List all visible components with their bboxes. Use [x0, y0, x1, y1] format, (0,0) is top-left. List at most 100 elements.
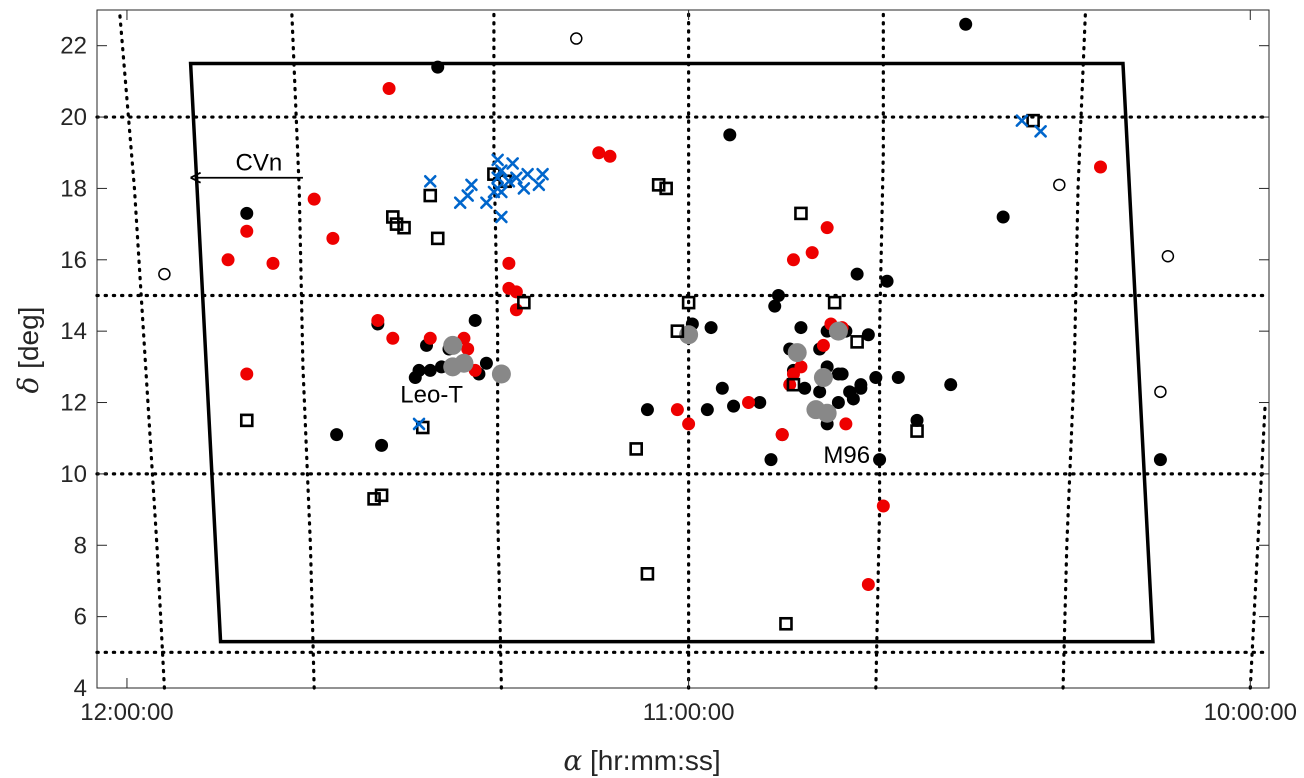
y-tick-label: 14: [60, 318, 87, 345]
y-tick-label: 6: [74, 604, 87, 631]
data-point-circle: [727, 399, 741, 413]
data-point-circle: [813, 385, 827, 399]
data-point-circle: [240, 206, 254, 220]
x-tick-label: 10:00:00: [1204, 699, 1297, 726]
data-point-x: [532, 178, 546, 192]
data-point-x: [495, 210, 508, 224]
data-point-circle: [768, 299, 782, 313]
data-point-circle: [386, 331, 400, 345]
y-axis: 4 6 8 10 12 14 16 18 20 22: [60, 33, 1269, 702]
data-point-x: [1015, 114, 1029, 127]
data-point-circle: [1153, 453, 1167, 467]
data-point-circle: [723, 128, 737, 142]
data-point-circle: [854, 381, 868, 395]
ra-grid-line: [492, 8, 503, 690]
data-point-circle: [704, 321, 718, 335]
data-point-circle: [330, 428, 344, 442]
data-points: [158, 17, 1175, 631]
data-point-circle: [326, 231, 340, 245]
y-axis-symbol: δ: [12, 377, 45, 394]
ra-grid-line: [290, 8, 316, 690]
ra-grid-line: [874, 8, 885, 690]
data-point-square: [651, 178, 666, 192]
plot-area: CVn Leo-T M96: [95, 8, 1271, 690]
data-point-circle: [861, 328, 875, 342]
data-point-circle: [775, 428, 789, 442]
data-point-square: [910, 424, 924, 438]
data-point-x: [502, 174, 516, 188]
data-point-circle: [221, 253, 235, 267]
data-point-circle: [771, 288, 785, 302]
data-point-circle: [816, 338, 830, 352]
data-point-circle: [828, 321, 848, 341]
data-point-circle: [787, 343, 807, 363]
data-point-square: [629, 442, 643, 456]
data-point-x: [510, 171, 523, 185]
x-axis-title: α [hr:mm:ss]: [563, 744, 720, 777]
data-point-circle: [910, 413, 924, 427]
data-point-square: [794, 206, 808, 221]
survey-footprint: [188, 61, 1155, 644]
data-point-circle: [1094, 160, 1108, 174]
data-point-circle: [764, 453, 778, 467]
data-point-circle: [682, 417, 696, 431]
data-point-circle: [715, 381, 729, 395]
data-point-circle: [509, 285, 523, 299]
arrow-head: [190, 171, 202, 184]
ra-grid-line: [1061, 8, 1088, 690]
x-tick-label: 12:00:00: [80, 699, 173, 726]
ra-grid-line: [117, 8, 166, 690]
data-point-circle: [431, 60, 445, 74]
data-point-circle: [869, 371, 883, 385]
data-point-circle: [794, 321, 808, 335]
data-point-square: [367, 492, 381, 506]
data-point-circle: [423, 331, 437, 345]
data-point-circle: [742, 396, 756, 410]
data-point-circle: [371, 313, 385, 327]
data-point-square: [239, 413, 254, 428]
data-point-x: [521, 167, 534, 181]
data-point-circle: [783, 378, 797, 392]
axes-frame: [96, 9, 1270, 689]
data-point-square: [659, 181, 673, 196]
data-point-x: [491, 171, 504, 185]
data-point-circle: [798, 381, 812, 395]
data-point-square: [397, 220, 411, 235]
data-point-circle: [423, 363, 437, 377]
annotations: CVn Leo-T M96: [190, 150, 870, 469]
data-point-circle: [592, 146, 606, 160]
data-point-circle: [307, 192, 321, 206]
data-point-open-circle: [1154, 385, 1167, 399]
data-point-square: [681, 295, 696, 310]
annotation-label: CVn: [236, 150, 283, 177]
data-point-circle: [509, 303, 523, 317]
data-point-open-circle: [1161, 249, 1175, 263]
data-point-circle: [846, 392, 860, 406]
data-point-x: [517, 182, 531, 195]
data-point-circle: [443, 335, 463, 355]
y-tick-label: 12: [60, 390, 87, 417]
data-point-circle: [831, 396, 845, 410]
y-axis-label: [deg]: [13, 307, 44, 369]
data-point-circle: [461, 342, 475, 356]
x-axis: 12:00:00 11:00:00 10:00:00: [80, 10, 1297, 726]
y-tick-label: 20: [60, 104, 87, 131]
annotation-label: M96: [823, 442, 870, 469]
data-point-square: [430, 231, 445, 246]
data-point-circle: [820, 221, 834, 235]
x-axis-symbol: α: [563, 744, 582, 777]
data-point-open-circle: [1053, 178, 1066, 192]
data-point-circle: [850, 267, 864, 281]
data-point-circle: [240, 224, 254, 238]
data-point-open-circle: [158, 267, 171, 281]
data-point-circle: [839, 417, 853, 431]
data-point-square: [1026, 113, 1040, 128]
data-point-circle: [813, 368, 833, 388]
data-point-circle: [240, 367, 254, 381]
y-axis-title: δ [deg]: [12, 307, 45, 394]
data-point-x: [491, 153, 504, 167]
data-point-open-circle: [570, 32, 583, 45]
data-point-x: [465, 178, 478, 192]
data-point-circle: [479, 356, 493, 370]
